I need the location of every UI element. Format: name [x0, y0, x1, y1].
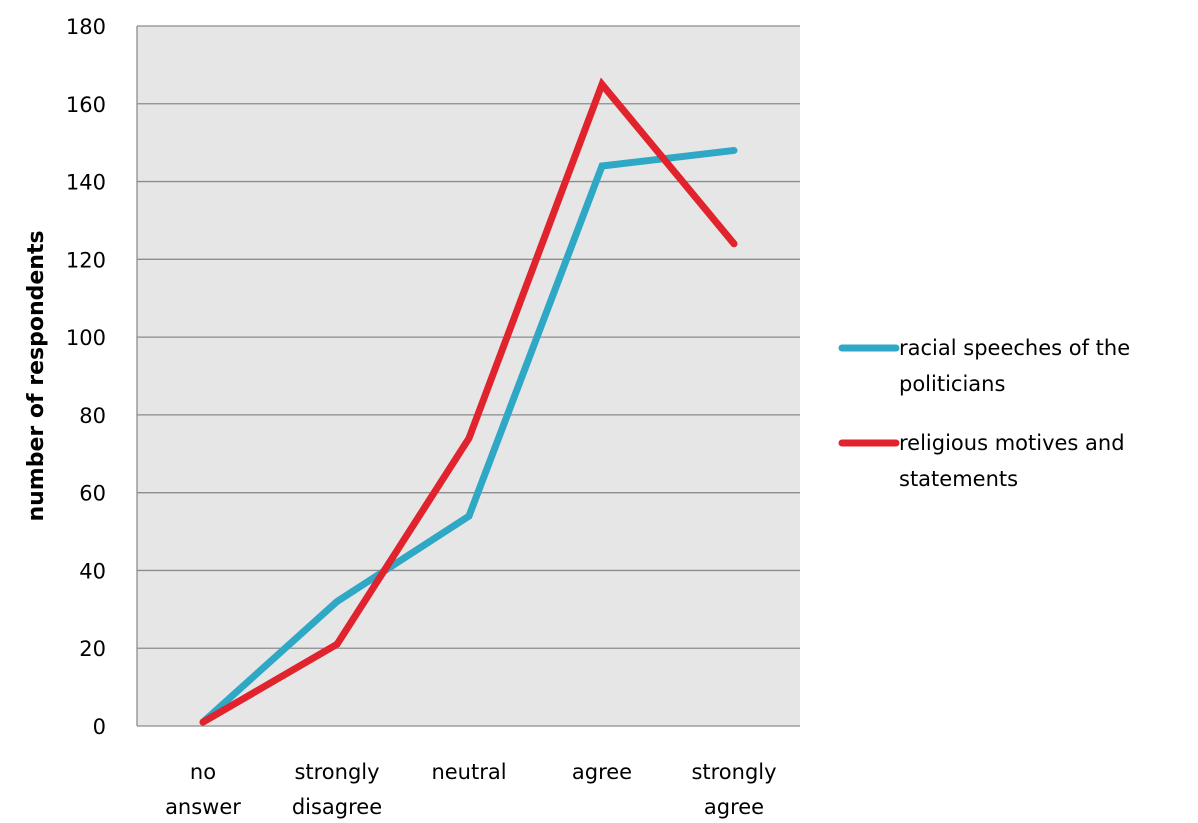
legend-label-0: racial speeches of the politicians: [899, 336, 1130, 396]
y-tick-labels: 0 20 40 60 80 100 120 140 160 180: [66, 15, 106, 739]
y-tick-label: 40: [79, 559, 106, 583]
x-category-label-line: no: [190, 760, 216, 784]
series-lines: [199, 77, 738, 726]
y-tick-label: 120: [66, 248, 106, 272]
legend-label-line: racial speeches of the: [899, 336, 1130, 360]
y-tick-label: 140: [66, 171, 106, 195]
x-category-label-line: disagree: [292, 795, 382, 819]
gridlines: [136, 25, 800, 727]
y-tick-label: 180: [66, 15, 106, 39]
x-category-label-line: agree: [572, 760, 632, 784]
x-category-label-line: agree: [704, 795, 764, 819]
x-category-label-line: strongly: [691, 760, 776, 784]
legend: racial speeches of the politicians religio…: [838, 336, 1130, 491]
legend-label-line: religious motives and: [899, 431, 1125, 455]
y-tick-label: 20: [79, 637, 106, 661]
legend-label-line: politicians: [899, 372, 1005, 396]
y-tick-label: 100: [66, 326, 106, 350]
x-category-label: no answer: [165, 760, 241, 819]
y-axis-label: number of respondents: [24, 230, 49, 521]
y-tick-label: 60: [79, 482, 106, 506]
x-category-label: strongly disagree: [292, 760, 382, 819]
y-tick-label: 0: [93, 715, 106, 739]
plot-area: [137, 26, 800, 726]
x-category-label-line: answer: [165, 795, 241, 819]
series-line-1: [199, 77, 738, 726]
series-line-0: [199, 146, 738, 726]
y-tick-label: 160: [66, 93, 106, 117]
x-category-label-line: neutral: [431, 760, 506, 784]
x-category-label: neutral: [431, 760, 506, 784]
x-category-label: agree: [572, 760, 632, 784]
legend-label-1: religious motives and statements: [899, 431, 1125, 491]
x-category-label: strongly agree: [691, 760, 776, 819]
legend-label-line: statements: [899, 467, 1018, 491]
x-category-label-line: strongly: [294, 760, 379, 784]
y-tick-label: 80: [79, 404, 106, 428]
